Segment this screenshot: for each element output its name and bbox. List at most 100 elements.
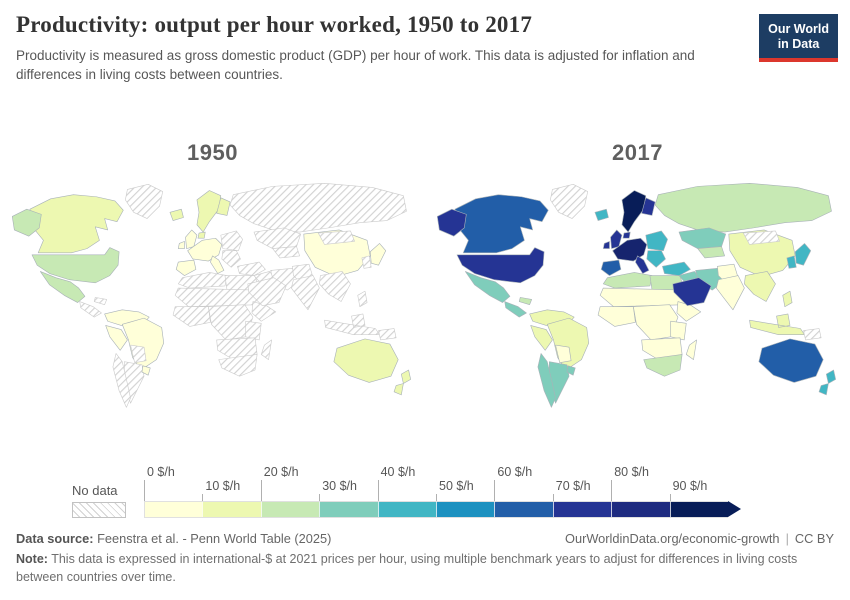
region-north-africa[interactable] [602,272,653,289]
region-australia[interactable] [333,338,399,383]
region-india[interactable] [291,275,320,311]
region-png[interactable] [803,328,822,341]
region-se-asia[interactable] [319,271,351,302]
region-se-asia[interactable] [744,271,776,302]
region-chile[interactable] [112,353,131,408]
legend-bin-ffffd9[interactable] [145,502,203,517]
region-uruguay[interactable] [566,365,576,376]
region-canada[interactable] [29,194,124,254]
region-western-europe[interactable] [187,237,223,262]
region-central-america[interactable] [79,301,102,318]
region-mongolia[interactable] [743,230,780,245]
owid-url-link[interactable]: OurWorldinData.org/economic-growth [565,531,780,546]
legend-bin-7fcdbb[interactable] [319,502,378,517]
region-mongolia[interactable] [318,230,355,245]
region-central-america[interactable] [504,301,527,318]
region-alaska[interactable] [436,208,467,237]
region-south-africa[interactable] [218,354,258,377]
region-caribbean[interactable] [93,297,107,305]
region-indonesia[interactable] [324,313,380,336]
region-east-africa[interactable] [670,320,687,341]
region-greenland[interactable] [125,183,164,219]
world-map-1950[interactable] [5,176,420,417]
region-chile[interactable] [537,353,556,408]
region-south-africa[interactable] [643,354,683,377]
region-western-europe[interactable] [612,237,648,262]
region-canada[interactable] [454,194,549,254]
region-saudi[interactable] [247,277,287,306]
region-korea[interactable] [786,255,797,269]
region-philippines[interactable] [782,290,793,308]
region-iberia[interactable] [600,259,622,276]
region-madagascar[interactable] [685,339,697,360]
region-russia[interactable] [654,182,832,233]
region-iceland[interactable] [594,208,609,221]
region-indonesia[interactable] [749,313,805,336]
region-turkey[interactable] [662,261,691,276]
region-scandinavia[interactable] [196,190,222,233]
region-west-africa[interactable] [172,306,211,327]
legend-bin-1d91c0[interactable] [436,502,495,517]
region-new-zealand[interactable] [393,369,411,396]
region-balkans[interactable] [646,250,666,268]
region-balkans[interactable] [221,250,241,268]
region-italy[interactable] [635,255,650,274]
region-mexico[interactable] [464,271,511,303]
region-iberia[interactable] [175,259,197,276]
region-india[interactable] [716,275,745,311]
region-japan[interactable] [794,243,812,266]
region-italy[interactable] [210,255,225,274]
legend-bin-225ea8[interactable] [494,502,553,517]
region-north-africa[interactable] [177,272,228,289]
region-denmark[interactable] [622,231,631,239]
region-finland[interactable] [641,197,656,216]
region-scandinavia[interactable] [621,190,647,233]
region-japan[interactable] [369,243,387,266]
owid-logo[interactable]: Our World in Data [759,14,838,62]
region-new-zealand[interactable] [818,369,836,396]
region-saudi[interactable] [672,277,712,306]
legend-bin-1e2b80[interactable] [611,502,670,517]
legend-bin-edf8b1[interactable] [202,502,261,517]
attribution: OurWorldinData.org/economic-growth | CC BY [565,531,834,546]
region-iceland[interactable] [169,208,184,221]
region-east-africa[interactable] [245,320,262,341]
note-text: This data is expressed in international-… [16,552,798,584]
legend-bin-081d58[interactable] [669,502,729,517]
region-uk[interactable] [177,229,198,249]
region-west-africa[interactable] [597,306,636,327]
region-russia[interactable] [229,182,407,233]
region-greenland[interactable] [550,183,589,219]
region-central-asia[interactable] [697,246,725,259]
region-bolivia-paraguay[interactable] [555,344,572,364]
region-peru[interactable] [105,325,128,351]
region-usa[interactable] [456,247,545,284]
legend-colorbar: 0 $/h 10 $/h 20 $/h 30 $/h 40 $/h 50 $/h 60 $/… [144,458,741,518]
region-png[interactable] [378,328,397,341]
region-peru[interactable] [530,325,553,351]
region-eastern-europe[interactable] [220,230,243,252]
region-brazil[interactable] [121,317,165,371]
region-bolivia-paraguay[interactable] [130,344,147,364]
world-map-2017[interactable] [430,176,845,417]
region-turkey[interactable] [237,261,266,276]
region-eastern-europe[interactable] [645,230,668,252]
region-philippines[interactable] [357,290,368,308]
legend-bin-c7e9b4[interactable] [260,502,320,517]
region-madagascar[interactable] [260,339,272,360]
region-usa[interactable] [31,247,120,284]
region-korea[interactable] [361,255,372,269]
region-finland[interactable] [216,197,231,216]
region-central-asia[interactable] [272,246,300,259]
region-uk[interactable] [602,229,623,249]
region-mexico[interactable] [39,271,86,303]
no-data-swatch[interactable] [72,502,126,518]
region-alaska[interactable] [11,208,42,237]
legend-bin-41b6c4[interactable] [377,502,437,517]
region-denmark[interactable] [197,231,206,239]
region-uruguay[interactable] [141,365,151,376]
region-caribbean[interactable] [518,297,532,305]
region-australia[interactable] [758,338,824,383]
legend-bin-253494[interactable] [552,502,612,517]
region-brazil[interactable] [546,317,590,371]
